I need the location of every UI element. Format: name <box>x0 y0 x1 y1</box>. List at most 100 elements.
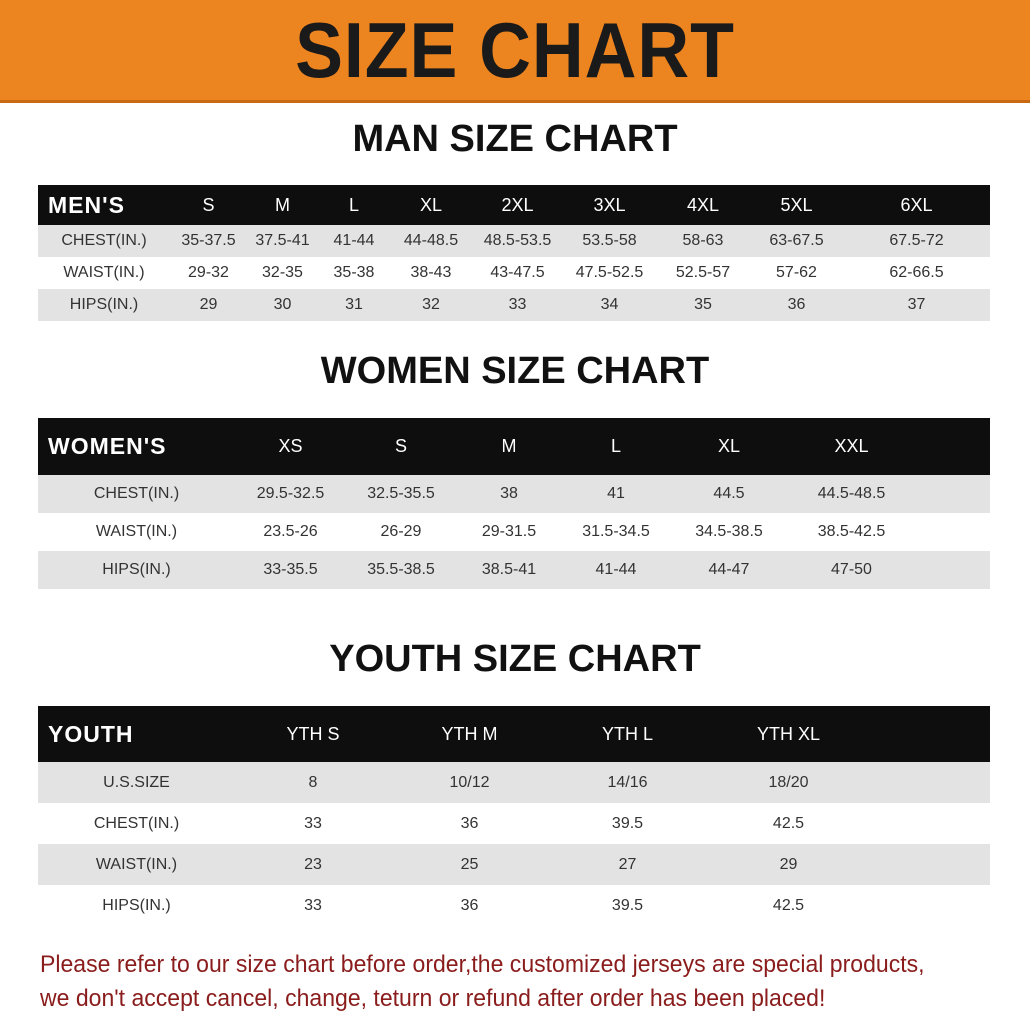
measurement-cell: 29.5-32.5 <box>235 475 346 513</box>
row-label: HIPS(IN.) <box>38 551 235 589</box>
measurement-cell: 44-47 <box>670 551 788 589</box>
measurement-cell: 23.5-26 <box>263 523 318 540</box>
size-column-header: M <box>247 185 318 225</box>
measurement-cell: 47-50 <box>788 551 915 589</box>
measurement-cell: 38.5-42.5 <box>817 523 886 540</box>
measurement-cell: 36 <box>750 289 843 321</box>
measurement-cell: 63-67.5 <box>750 225 843 257</box>
size-column-header: M <box>456 418 562 475</box>
size-column-header: XS <box>235 418 346 475</box>
measurement-cell: 31.5-34.5 <box>582 523 650 540</box>
women-section-title: WOMEN SIZE CHART <box>320 350 710 392</box>
header-row: MEN'S S M L XL 2XL 3XL 4XL 5XL 6XL <box>38 185 990 225</box>
measurement-cell: 27 <box>548 844 707 885</box>
size-column-header: L <box>318 185 390 225</box>
measurement-cell: 30 <box>247 289 318 321</box>
measurement-cell: 33 <box>472 289 563 321</box>
size-column-header: YTH S <box>235 706 391 762</box>
measurement-cell: 48.5-53.5 <box>472 225 563 257</box>
size-column-header: YTH M <box>391 706 548 762</box>
row-label: U.S.SIZE <box>38 762 235 803</box>
measurement-cell: 32-35 <box>262 264 303 281</box>
measurement-cell: 34.5-38.5 <box>695 523 763 540</box>
measurement-cell: 39.5 <box>611 814 644 832</box>
measurement-cell: 29 <box>707 844 870 885</box>
measurement-cell: 34 <box>563 289 656 321</box>
row-label: CHEST(IN.) <box>38 475 235 513</box>
measurement-cell: 23 <box>235 844 391 885</box>
size-column-header: YTH XL <box>707 706 870 762</box>
measurement-cell: 14/16 <box>548 762 707 803</box>
measurement-cell: 44.5 <box>670 475 788 513</box>
table-row: HIPS(IN.) 29 30 31 32 33 34 35 36 37 <box>38 289 990 321</box>
empty-header-cell <box>870 706 990 762</box>
measurement-cell: 44-48.5 <box>390 225 472 257</box>
empty-header-cell <box>915 418 990 475</box>
measurement-cell: 52.5-57 <box>675 264 731 281</box>
measurement-cell: 35-38 <box>333 264 375 281</box>
size-column-header: XXL <box>788 418 915 475</box>
table-row: CHEST(IN.) 29.5-32.5 32.5-35.5 38 41 44.5 44.5… <box>38 475 990 513</box>
measurement-cell: 35-37.5 <box>170 225 247 257</box>
measurement-cell: 32 <box>390 289 472 321</box>
measurement-cell: 37 <box>843 289 990 321</box>
measurement-cell: 44.5-48.5 <box>788 475 915 513</box>
measurement-cell: 58-63 <box>656 225 750 257</box>
measurement-cell: 43-47.5 <box>490 264 545 281</box>
table-row: WAIST(IN.) 23 25 27 29 <box>38 844 990 885</box>
size-column-header: 2XL <box>472 185 563 225</box>
table-header-label: YOUTH <box>38 706 235 762</box>
row-label: HIPS(IN.) <box>102 896 171 914</box>
order-notice: Please refer to our size chart before or… <box>40 948 961 1016</box>
measurement-cell: 35 <box>656 289 750 321</box>
measurement-cell: 32.5-35.5 <box>346 475 456 513</box>
empty-cell <box>915 513 990 551</box>
empty-cell <box>870 885 990 926</box>
measurement-cell: 26-29 <box>380 523 422 540</box>
row-label: CHEST(IN.) <box>93 814 180 832</box>
table-row: U.S.SIZE 8 10/12 14/16 18/20 <box>38 762 990 803</box>
measurement-cell: 62-66.5 <box>889 264 944 281</box>
size-column-header: 5XL <box>750 185 843 225</box>
measurement-cell: 35.5-38.5 <box>346 551 456 589</box>
measurement-cell: 37.5-41 <box>247 225 318 257</box>
measurement-cell: 29 <box>170 289 247 321</box>
measurement-cell: 57-62 <box>776 264 817 281</box>
table-row: WAIST(IN.) 29-32 32-35 35-38 38-43 43-47.5 47.… <box>38 257 990 289</box>
size-column-header: 6XL <box>843 185 990 225</box>
measurement-cell: 33 <box>304 896 322 914</box>
row-label: WAIST(IN.) <box>95 523 178 540</box>
page-title: SIZE CHART <box>295 6 735 94</box>
measurement-cell: 29-31.5 <box>481 523 537 540</box>
measurement-cell: 33 <box>304 814 322 832</box>
men-size-table: MEN'S S M L XL 2XL 3XL 4XL 5XL 6XL CHEST(IN.) 35-37… <box>38 185 990 321</box>
empty-cell <box>870 762 990 803</box>
measurement-cell: 31 <box>318 289 390 321</box>
measurement-cell: 33-35.5 <box>235 551 346 589</box>
row-label: WAIST(IN.) <box>38 844 235 885</box>
table-row: CHEST(IN.) 35-37.5 37.5-41 41-44 44-48.5 48.5… <box>38 225 990 257</box>
measurement-cell: 25 <box>391 844 548 885</box>
measurement-cell: 41 <box>562 475 670 513</box>
measurement-cell: 67.5-72 <box>843 225 990 257</box>
size-column-header: S <box>346 418 456 475</box>
measurement-cell: 39.5 <box>611 896 644 914</box>
size-column-header: S <box>170 185 247 225</box>
order-notice-line-1: Please refer to our size chart before or… <box>40 951 925 978</box>
measurement-cell: 10/12 <box>391 762 548 803</box>
empty-cell <box>915 475 990 513</box>
measurement-cell: 29-32 <box>188 264 229 281</box>
empty-cell <box>915 551 990 589</box>
measurement-cell: 8 <box>235 762 391 803</box>
size-column-header: XL <box>670 418 788 475</box>
table-row: CHEST(IN.) 33 36 39.5 42.5 <box>38 803 990 844</box>
row-label: CHEST(IN.) <box>38 225 170 257</box>
measurement-cell: 38.5-41 <box>456 551 562 589</box>
header-row: YOUTH YTH S YTH M YTH L YTH XL <box>38 706 990 762</box>
measurement-cell: 18/20 <box>707 762 870 803</box>
title-banner: SIZE CHART <box>0 0 1030 103</box>
measurement-cell: 47.5-52.5 <box>575 264 644 281</box>
size-column-header: 3XL <box>563 185 656 225</box>
men-section-title: MAN SIZE CHART <box>352 118 678 160</box>
header-row: WOMEN'S XS S M L XL XXL <box>38 418 990 475</box>
